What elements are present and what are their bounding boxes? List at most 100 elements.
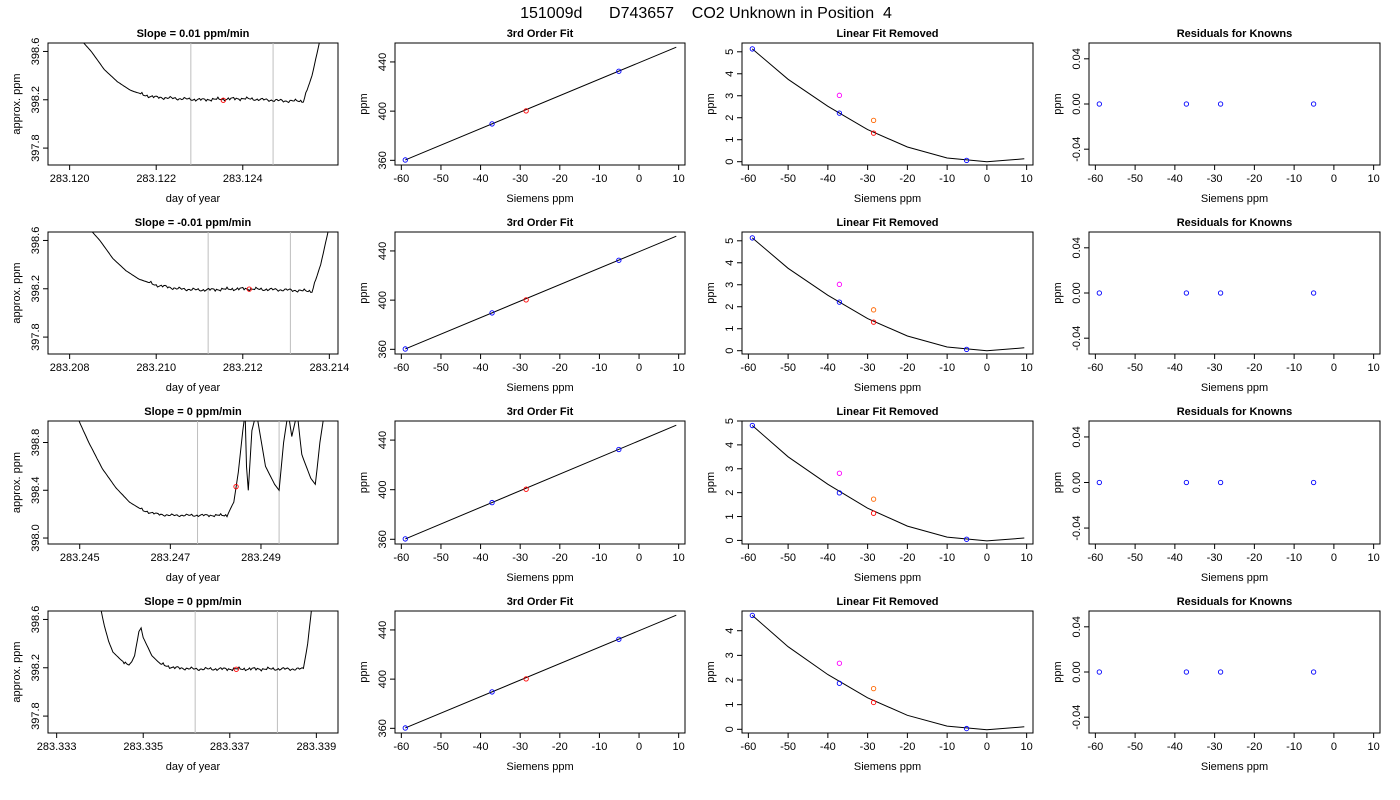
residual-xtick-label: 0 bbox=[984, 362, 990, 374]
known-standard-point bbox=[402, 157, 408, 163]
known-residual-point bbox=[1096, 669, 1102, 675]
fit-xtick-label: -40 bbox=[473, 173, 489, 185]
known-standard-point bbox=[402, 536, 408, 542]
known-residual-ytick-label: -0.04 bbox=[1071, 326, 1083, 351]
residual-xtick-label: -40 bbox=[820, 362, 836, 374]
raw-trace-title: Slope = 0 ppm/min bbox=[144, 406, 242, 418]
sample-marker bbox=[233, 484, 239, 490]
residual-xtick-label: -20 bbox=[899, 362, 915, 374]
raw-trace-xtick-label: 283.122 bbox=[136, 173, 176, 185]
residual-frame bbox=[741, 231, 1034, 355]
raw-trace-ytick-label: 398.2 bbox=[30, 654, 42, 682]
raw-trace-frame bbox=[47, 420, 339, 545]
residual-ytick-label: 3 bbox=[724, 282, 736, 288]
residual-title: Linear Fit Removed bbox=[836, 28, 938, 40]
raw-unknown-point bbox=[870, 685, 877, 692]
known-standard-point bbox=[963, 536, 970, 542]
residual-ytick-label: 3 bbox=[724, 466, 736, 472]
residual-ylabel: ppm bbox=[705, 661, 717, 682]
row-3: Slope = 0 ppm/min 283.245 283.247 283.249 39… bbox=[11, 406, 1381, 584]
raw-trace-ytick-label: 397.8 bbox=[30, 323, 42, 351]
known-residual-ytick-label: 0.00 bbox=[1071, 661, 1083, 682]
fit-xtick-label: -40 bbox=[473, 741, 489, 753]
known-residual-point bbox=[1183, 290, 1190, 296]
residual-ytick-label: 3 bbox=[724, 652, 736, 658]
raw-trace-panel: Slope = 0 ppm/min 283.333 283.335 283.337 28… bbox=[11, 596, 339, 773]
residual-xtick-label: -20 bbox=[899, 741, 915, 753]
known-residual-ylabel: ppm bbox=[1052, 282, 1064, 303]
raw-trace-xtick-label: 283.208 bbox=[50, 362, 90, 374]
residual-xtick-label: -30 bbox=[860, 362, 876, 374]
known-residual-xtick-label: -50 bbox=[1127, 173, 1143, 185]
residual-ytick-label: 0 bbox=[724, 159, 736, 165]
unknown-sample-point bbox=[870, 510, 877, 516]
fit-title: 3rd Order Fit bbox=[507, 217, 574, 229]
raw-trace-xtick-label: 283.245 bbox=[60, 552, 100, 564]
raw-trace-xtick-label: 283.212 bbox=[223, 362, 263, 374]
residual-title: Linear Fit Removed bbox=[836, 406, 938, 418]
residual-xtick-label: -20 bbox=[899, 552, 915, 564]
fit-ytick-label: 360 bbox=[377, 340, 389, 358]
fit-xtick-label: -50 bbox=[433, 552, 449, 564]
residual-xtick-label: -40 bbox=[820, 741, 836, 753]
fit-xtick-label: -30 bbox=[512, 362, 528, 374]
sample-marker bbox=[220, 97, 226, 103]
residual-xtick-label: 10 bbox=[1021, 552, 1033, 564]
residual-xtick-label: -10 bbox=[939, 741, 955, 753]
known-residual-ytick-label: -0.04 bbox=[1071, 516, 1083, 541]
residual-curve bbox=[751, 615, 1025, 731]
known-residual-frame bbox=[1088, 610, 1381, 734]
known-standard-point bbox=[836, 490, 843, 496]
raw-trace-ytick-label: 398.2 bbox=[30, 275, 42, 303]
residual-ytick-label: 1 bbox=[724, 326, 736, 332]
known-residual-xtick-label: -60 bbox=[1087, 173, 1103, 185]
residual-xtick-label: -10 bbox=[939, 362, 955, 374]
residual-xtick-label: 0 bbox=[984, 552, 990, 564]
fit-xtick-label: 10 bbox=[673, 173, 685, 185]
unknown-sample-point bbox=[870, 319, 877, 325]
residual-xtick-label: -50 bbox=[780, 173, 796, 185]
known-standard-point bbox=[616, 446, 622, 453]
known-residual-point bbox=[1217, 101, 1224, 107]
fit-xtick-label: -20 bbox=[552, 362, 568, 374]
raw-trace-panel: Slope = 0.01 ppm/min 283.120 283.122 283.12… bbox=[11, 28, 339, 205]
known-residual-xtick-label: 0 bbox=[1331, 741, 1337, 753]
raw-trace-line bbox=[83, 43, 320, 104]
known-standard-point bbox=[963, 157, 970, 164]
fit-xlabel: Siemens ppm bbox=[506, 761, 573, 773]
raw-trace-ytick-label: 398.8 bbox=[30, 429, 42, 457]
known-residual-point bbox=[1310, 290, 1317, 296]
known-standard-point bbox=[489, 499, 495, 506]
residual-xtick-label: 0 bbox=[984, 173, 990, 185]
fit-ytick-label: 440 bbox=[377, 431, 389, 449]
fit-xtick-label: -50 bbox=[433, 741, 449, 753]
fit-xtick-label: 10 bbox=[673, 552, 685, 564]
residual-panel: Linear Fit Removed -60 -50 -40 -30 -20 -10 0 10 0… bbox=[705, 406, 1034, 584]
known-residual-point bbox=[1183, 479, 1190, 486]
fit-xtick-label: -30 bbox=[512, 173, 528, 185]
fit-xlabel: Siemens ppm bbox=[506, 572, 573, 584]
raw-trace-xtick-label: 283.124 bbox=[223, 173, 263, 185]
known-residual-point bbox=[1096, 101, 1102, 107]
fit-xtick-label: -40 bbox=[473, 362, 489, 374]
residual-xtick-label: -60 bbox=[740, 173, 756, 185]
known-residual-point bbox=[1183, 669, 1190, 675]
residual-frame bbox=[741, 420, 1034, 545]
residual-xlabel: Siemens ppm bbox=[854, 193, 921, 205]
fit-xtick-label: -10 bbox=[591, 741, 607, 753]
known-residual-xtick-label: 10 bbox=[1368, 552, 1380, 564]
raw-trace-xtick-label: 283.337 bbox=[210, 741, 250, 753]
raw-trace-xlabel: day of year bbox=[166, 572, 221, 584]
known-residual-ylabel: ppm bbox=[1052, 661, 1064, 682]
raw-trace-frame bbox=[47, 231, 339, 355]
fit-ytick-label: 400 bbox=[377, 481, 389, 499]
residual-panel: Linear Fit Removed -60 -50 -40 -30 -20 -10 0 10 0… bbox=[705, 596, 1034, 773]
known-residual-panel: Residuals for Knowns -60 -50 -40 -30 -20 -10 0 1… bbox=[1052, 406, 1381, 584]
fit-panel: 3rd Order Fit -60 -50 -40 -30 -20 -10 0 10 360 400… bbox=[358, 406, 686, 584]
known-residual-ytick-label: 0.00 bbox=[1071, 93, 1083, 114]
fit-ytick-label: 440 bbox=[377, 621, 389, 639]
known-residual-xtick-label: -60 bbox=[1087, 552, 1103, 564]
raw-trace-ylabel: approx. ppm bbox=[11, 641, 23, 702]
fit-xtick-label: -20 bbox=[552, 173, 568, 185]
